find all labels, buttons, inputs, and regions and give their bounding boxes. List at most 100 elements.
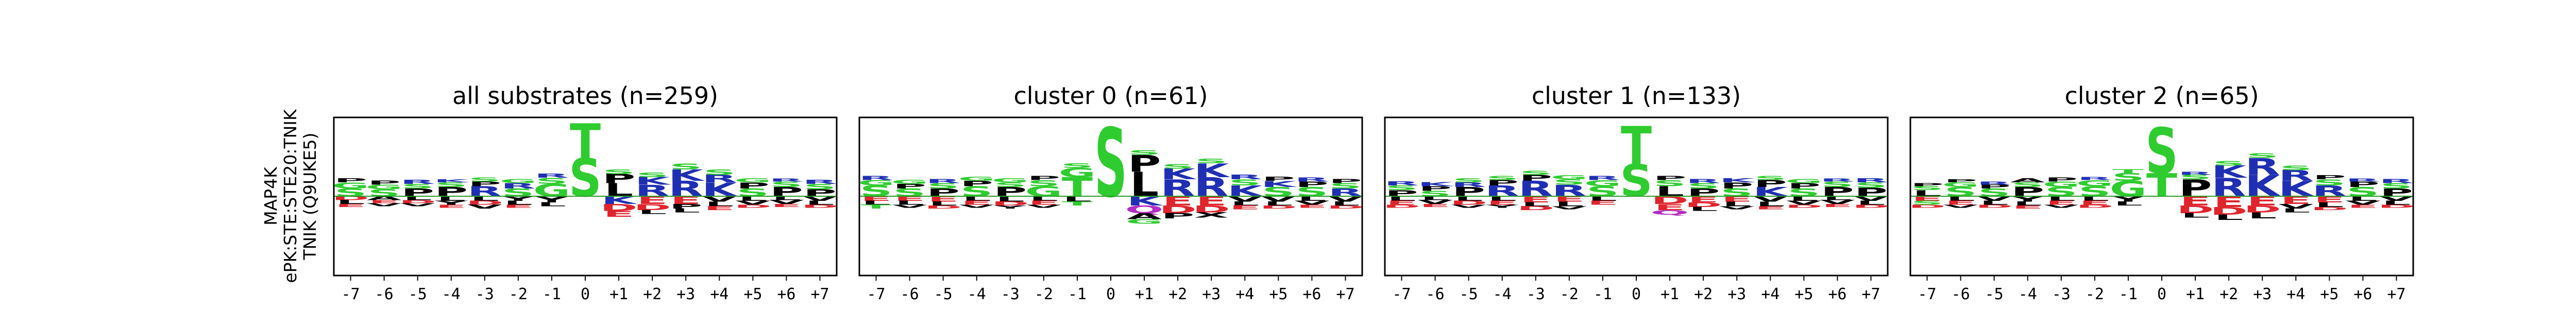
logo-letter: S xyxy=(1229,178,1261,187)
logo-letter: S xyxy=(994,181,1026,188)
logo-letter: Y xyxy=(434,200,468,206)
logo-letter: V xyxy=(1977,195,2012,202)
logo-letter: L xyxy=(2315,201,2344,209)
x-tick-label: -2 xyxy=(1560,285,1579,303)
logo-letter: V xyxy=(802,195,838,202)
logo-letter: S xyxy=(1385,184,1418,192)
logo-letter: L xyxy=(1029,195,1058,202)
logo-letter: S xyxy=(1653,178,1686,188)
logo-letter: L xyxy=(2047,195,2076,202)
logo-letter: S xyxy=(703,168,736,177)
x-tick-label: -2 xyxy=(509,285,528,303)
logo-letter: E xyxy=(1554,195,1585,203)
logo-letter: K xyxy=(635,175,672,187)
logo-letter: V xyxy=(467,203,503,210)
logo-letter: V xyxy=(2379,195,2414,202)
x-tick-label: -7 xyxy=(1392,285,1411,303)
logo-letter: L xyxy=(336,199,365,205)
logo-letter: G xyxy=(332,181,369,191)
x-tick-label: +1 xyxy=(609,285,628,303)
logo-letter: R xyxy=(2211,173,2246,202)
logo-letter: E xyxy=(894,195,925,202)
logo-letter: G xyxy=(1551,175,1588,181)
x-tick-label: -5 xyxy=(409,285,427,303)
logo-letter: R xyxy=(635,182,670,200)
logo-letter: E xyxy=(2280,194,2311,207)
logo-letter: D xyxy=(1383,204,1420,209)
logo-letter: D xyxy=(1975,204,2013,209)
logo-letter: P xyxy=(736,181,770,191)
logo-letter: D xyxy=(1908,204,1946,209)
logo-letter: L xyxy=(1856,200,1885,206)
logo-letter: L xyxy=(1488,195,1517,202)
logo-letter: L xyxy=(1689,206,1718,212)
panel-title: cluster 1 (n=133) xyxy=(1532,82,1741,110)
x-tick-label: 0 xyxy=(1106,285,1115,303)
logo-letter: P xyxy=(669,203,703,210)
logo-letter: P xyxy=(803,187,837,198)
logo-letter: E xyxy=(1520,195,1551,204)
logo-letter: S xyxy=(2280,164,2312,171)
x-tick-label: -4 xyxy=(1493,285,1512,303)
logo-letter: R xyxy=(769,178,804,183)
kinase-label-line: TNIK (Q9UKE5) xyxy=(300,132,320,260)
logo-letter: E xyxy=(2314,195,2345,204)
logo-letter: D xyxy=(634,202,671,212)
x-tick-label: -7 xyxy=(1918,285,1936,303)
logo-letter: S xyxy=(1452,178,1485,184)
logo-letter: L xyxy=(2348,195,2377,202)
logo-letter: L xyxy=(772,195,801,201)
logo-letter: E xyxy=(1721,195,1752,203)
logo-letter: L xyxy=(1063,195,1092,203)
x-tick-label: +2 xyxy=(643,285,662,303)
logo-letter: S xyxy=(1161,163,1194,170)
x-tick-label: -6 xyxy=(1426,285,1445,303)
logo-letter: P xyxy=(1262,176,1295,182)
logo-letter: S xyxy=(1262,185,1295,199)
logo-letter: P xyxy=(1161,212,1195,220)
logo-letter: E xyxy=(1487,200,1518,206)
logo-letter: X xyxy=(1194,211,1229,219)
logo-letter: L xyxy=(738,195,767,202)
panel-title: cluster 0 (n=61) xyxy=(1013,82,1208,110)
logo-letter: P xyxy=(893,183,926,190)
logo-letter: V xyxy=(1943,204,1979,209)
logo-letter: E xyxy=(2079,200,2110,206)
logo-letter: L xyxy=(1980,200,2009,206)
logo-letter: G xyxy=(2110,177,2147,202)
logo-letter: K xyxy=(2278,177,2315,202)
logo-letter: G xyxy=(2076,178,2113,188)
logo-panel: all substrates (n=259)SGPDLESGPAEVPSRLDV… xyxy=(332,82,839,303)
logo-letter: E xyxy=(503,204,534,209)
logo-letter: K xyxy=(2245,169,2281,203)
logo-letter: P xyxy=(334,178,367,184)
x-tick-label: +1 xyxy=(2186,285,2205,303)
logo-letter: R xyxy=(1227,174,1262,181)
logo-letter: T xyxy=(861,203,892,210)
logo-letter: E xyxy=(704,205,735,211)
x-tick-label: -3 xyxy=(1527,285,1545,303)
logo-letter: D xyxy=(1785,204,1823,209)
logo-letter: D xyxy=(1852,204,1890,209)
logo-letter: S xyxy=(535,176,568,186)
logo-letter: D xyxy=(600,202,638,213)
logo-letter: L xyxy=(604,180,633,200)
logo-letter: S xyxy=(602,168,635,175)
logo-letter: S xyxy=(770,180,803,189)
logo-letter: G xyxy=(365,183,402,191)
logo-letter: P xyxy=(1653,175,1687,181)
panel-title: cluster 2 (n=65) xyxy=(2064,82,2259,110)
x-tick-label: +5 xyxy=(2320,285,2338,303)
logo-letter: L xyxy=(1331,200,1360,207)
logo-letter: S xyxy=(1296,185,1328,199)
logo-letter: L xyxy=(1130,165,1159,204)
logo-letter: V xyxy=(1418,199,1453,205)
logo-letter: P xyxy=(1821,185,1854,199)
logo-letter: V xyxy=(702,195,737,203)
x-tick-label: -1 xyxy=(2119,285,2138,303)
logo-letter: P xyxy=(1027,175,1061,181)
logo-letter: L xyxy=(861,200,890,206)
logo-letter: V xyxy=(1026,204,1062,209)
x-tick-label: +4 xyxy=(1235,285,1254,303)
